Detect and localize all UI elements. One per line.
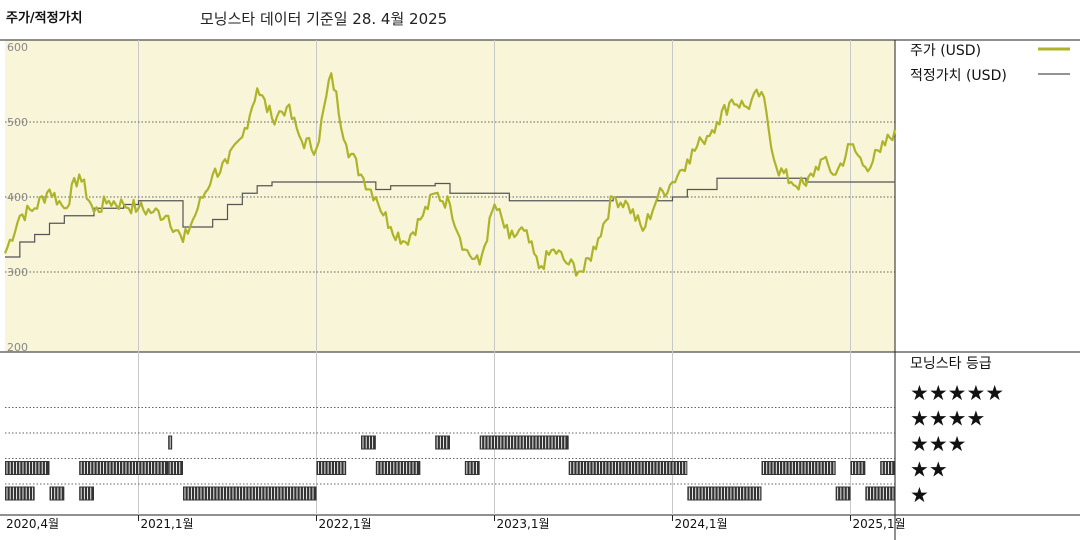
legend-price-label: 주가 (USD) — [910, 43, 981, 59]
rating-level-label: ★ — [910, 483, 929, 507]
rating-gridlines — [5, 407, 895, 485]
rating-segment — [850, 461, 866, 475]
chart-subtitle: 모닝스타 데이터 기준일 28. 4월 2025 — [200, 10, 447, 28]
legend-fair-label: 적정가치 (USD) — [910, 68, 1007, 84]
x-tick-label: 2021,1월 — [141, 517, 194, 531]
rating-segment-bar — [880, 461, 895, 475]
rating-segment — [568, 461, 688, 475]
rating-segment-bar — [361, 435, 376, 450]
rating-segment-bar — [435, 435, 450, 450]
rating-segment — [865, 486, 895, 501]
rating-segment — [464, 461, 480, 475]
rating-segment-bar — [835, 486, 851, 501]
rating-segment — [375, 461, 421, 475]
y-tick-labels: 600 500 400 300 200 — [7, 41, 28, 354]
y-tick-label: 500 — [7, 116, 28, 129]
rating-segment — [5, 486, 35, 501]
rating-segment-bar — [5, 461, 50, 475]
rating-segment-bar — [479, 435, 569, 450]
rating-segment — [79, 461, 169, 475]
y-tick-label: 200 — [7, 341, 28, 354]
fair-value-series — [5, 177, 896, 258]
price-series — [3, 72, 897, 277]
rating-segment — [5, 461, 50, 475]
rating-segment — [435, 435, 450, 450]
rating-segment — [361, 435, 376, 450]
rating-segment-bar — [183, 486, 317, 501]
rating-segment — [168, 435, 173, 450]
rating-segment-bar — [850, 461, 866, 475]
chart-title: 주가/적정가치 — [6, 10, 83, 26]
rating-segment — [687, 486, 762, 501]
rating-segment — [835, 486, 851, 501]
rating-segment — [183, 486, 317, 501]
rating-segment-bar — [79, 486, 94, 501]
rating-segment — [880, 461, 895, 475]
x-tick-labels: 2020,4월 2021,1월 2022,1월 2023,1월 2024,1월 2025,… — [6, 517, 906, 531]
horizontal-gridlines — [5, 121, 895, 273]
rating-segments — [5, 435, 895, 501]
rating-segment — [79, 486, 94, 501]
y-tick-label: 600 — [7, 41, 28, 54]
x-tick-label: 2024,1월 — [675, 517, 728, 531]
rating-title: 모닝스타 등급 — [910, 356, 992, 372]
y-tick-label: 300 — [7, 266, 28, 279]
rating-segment-bar — [464, 461, 480, 475]
x-tick-label: 2020,4월 — [6, 517, 59, 531]
rating-segment-bar — [79, 461, 169, 475]
rating-segment-bar — [375, 461, 421, 475]
rating-segment — [49, 486, 65, 501]
rating-segment-bar — [168, 461, 183, 475]
rating-level-label: ★★ — [910, 458, 948, 482]
x-tick-label: 2023,1월 — [497, 517, 550, 531]
rating-segment-bar — [49, 486, 65, 501]
rating-legend: ★★★★★★★★★★★★★★★ — [910, 381, 1004, 507]
rating-segment — [761, 461, 836, 475]
rating-segment — [479, 435, 569, 450]
price-line — [3, 72, 897, 277]
fair-value-line — [5, 177, 896, 258]
x-tick-label: 2022,1월 — [319, 517, 372, 531]
rating-segment — [316, 461, 347, 475]
rating-level-label: ★★★★★ — [910, 381, 1004, 405]
rating-segment — [168, 461, 183, 475]
y-tick-label: 400 — [7, 191, 28, 204]
rating-level-label: ★★★ — [910, 432, 966, 456]
x-tick-label: 2025,1월 — [853, 517, 906, 531]
price-plot-area — [5, 40, 895, 352]
rating-level-label: ★★★★ — [910, 407, 985, 431]
